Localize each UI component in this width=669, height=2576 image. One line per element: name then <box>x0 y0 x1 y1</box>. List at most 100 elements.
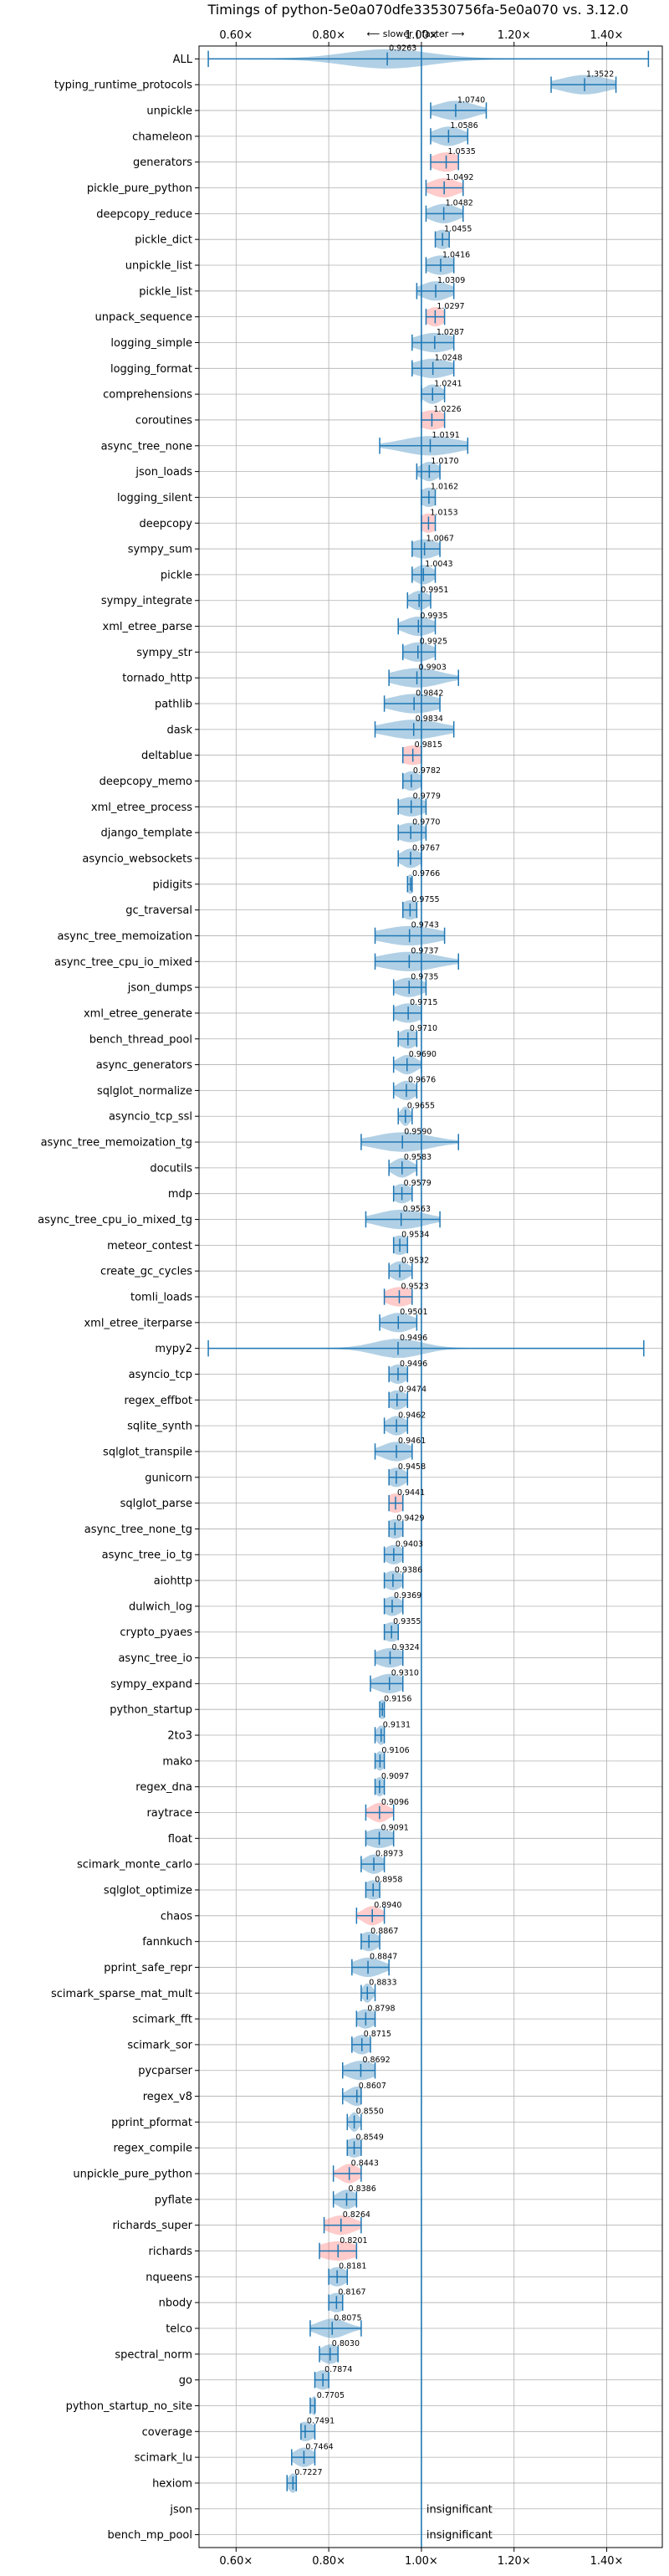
value-label: 1.0482 <box>446 199 473 208</box>
value-label: 0.9767 <box>412 843 440 853</box>
category-label: pickle_pure_python <box>87 182 192 195</box>
value-label: 0.9097 <box>381 1772 409 1781</box>
category-label: python_startup <box>110 1704 192 1717</box>
value-label: 0.9815 <box>415 740 442 750</box>
value-label: 0.8798 <box>367 2004 395 2013</box>
value-label: 0.8940 <box>374 1901 401 1910</box>
category-label: asyncio_websockets <box>82 853 192 865</box>
category-label: asyncio_tcp_ssl <box>109 1111 192 1124</box>
category-label: tornado_http <box>122 673 192 685</box>
category-label: sqlglot_optimize <box>104 1884 192 1897</box>
value-label: 0.8692 <box>362 2056 390 2065</box>
category-label: generators <box>133 156 192 169</box>
x-tick-label-top: 1.00× <box>405 29 438 42</box>
x-tick-label-bottom: 0.60× <box>219 2555 253 2568</box>
value-label: 0.8549 <box>356 2133 384 2143</box>
category-label: nqueens <box>146 2271 192 2284</box>
value-label: 0.8386 <box>349 2184 376 2194</box>
value-label: 0.9735 <box>411 972 438 981</box>
chart-title: Timings of python-5e0a070dfe33530756fa-5… <box>207 2 628 18</box>
chart-marks <box>207 46 650 2548</box>
category-label: regex_compile <box>113 2143 192 2155</box>
category-label: pidigits <box>153 878 193 891</box>
value-label: 0.8973 <box>375 1849 403 1858</box>
value-label: 0.8201 <box>340 2236 367 2246</box>
value-label: 0.9834 <box>416 714 443 724</box>
category-label: chaos <box>161 1910 192 1923</box>
value-label: 0.9532 <box>401 1256 429 1265</box>
category-label: create_gc_cycles <box>100 1266 192 1278</box>
category-label: sqlglot_parse <box>120 1498 192 1510</box>
category-label: scimark_monte_carlo <box>77 1859 192 1872</box>
category-label: unpickle_list <box>125 260 192 273</box>
category-label: richards <box>149 2246 193 2258</box>
category-label: gunicorn <box>145 1472 192 1484</box>
value-label: 0.9355 <box>393 1617 421 1626</box>
value-label: 0.9310 <box>391 1669 419 1678</box>
x-tick-label-top: 1.20× <box>498 29 531 42</box>
category-label: sympy_integrate <box>101 595 192 607</box>
category-label: logging_simple <box>110 337 192 350</box>
category-label: spectral_norm <box>115 2348 192 2361</box>
value-label: 0.9563 <box>403 1205 431 1214</box>
value-label: 0.9263 <box>389 44 416 54</box>
value-label: 0.9429 <box>396 1514 424 1524</box>
category-label: async_tree_cpu_io_mixed_tg <box>38 1214 192 1227</box>
category-label: asyncio_tcp <box>129 1369 192 1381</box>
category-label: bench_mp_pool <box>107 2529 192 2542</box>
value-label: 1.0535 <box>448 147 476 156</box>
value-label: 0.9842 <box>416 689 443 698</box>
category-label: scimark_sparse_mat_mult <box>51 1988 192 2000</box>
category-label: xml_etree_process <box>91 801 192 814</box>
value-label: 1.0191 <box>432 431 460 440</box>
category-label: typing_runtime_protocols <box>54 79 192 92</box>
value-label: 0.7705 <box>317 2391 345 2400</box>
category-label: telco <box>166 2322 192 2335</box>
x-tick-label-bottom: 1.00× <box>405 2555 438 2568</box>
value-label: 0.9766 <box>412 869 440 878</box>
grid-lines <box>195 42 662 2552</box>
category-label: async_tree_memoization <box>57 930 192 943</box>
category-label: scimark_fft <box>132 2014 192 2026</box>
value-label: 0.7227 <box>294 2468 322 2477</box>
value-label: 0.7874 <box>324 2365 352 2374</box>
value-label: 1.0241 <box>434 379 462 388</box>
category-label: scimark_sor <box>127 2039 192 2051</box>
value-label: 1.0740 <box>457 95 485 105</box>
value-label: 0.9091 <box>381 1824 409 1833</box>
value-label: 0.8030 <box>332 2339 360 2348</box>
value-label: 0.7491 <box>307 2417 334 2426</box>
value-label: 0.9324 <box>391 1643 419 1652</box>
value-label: 1.0416 <box>442 250 470 259</box>
value-label: 0.9782 <box>413 766 441 776</box>
value-label: 0.9386 <box>395 1565 422 1575</box>
value-label: 0.9496 <box>400 1360 427 1369</box>
category-label: logging_silent <box>117 492 192 504</box>
value-label: 0.9496 <box>400 1334 427 1343</box>
value-label: 1.0297 <box>437 302 464 311</box>
value-label: 0.9579 <box>404 1179 432 1188</box>
category-label: deltablue <box>141 750 192 762</box>
category-label: pickle_list <box>139 285 192 298</box>
category-label: async_tree_io <box>118 1652 192 1665</box>
value-label: 0.9903 <box>419 663 447 672</box>
category-label: json_dumps <box>127 982 192 995</box>
value-label: 0.9779 <box>413 792 441 801</box>
category-label: async_generators <box>96 1059 193 1072</box>
category-label: sympy_expand <box>110 1678 192 1691</box>
category-label: pyflate <box>155 2194 192 2206</box>
value-label: 0.9534 <box>401 1231 429 1240</box>
value-label: 0.9951 <box>421 586 448 595</box>
category-label: raytrace <box>146 1807 192 1820</box>
category-label: regex_v8 <box>143 2091 192 2103</box>
category-label: json_loads <box>135 466 192 479</box>
category-label: deepcopy <box>139 518 192 530</box>
value-label: 1.0586 <box>450 121 477 131</box>
category-label: regex_effbot <box>124 1395 192 1407</box>
category-label: gc_traversal <box>125 904 192 917</box>
category-label: mdp <box>168 1188 192 1201</box>
value-label: 0.9369 <box>394 1591 421 1600</box>
category-label: python_startup_no_site <box>66 2400 192 2413</box>
category-label: mypy2 <box>155 1343 192 1355</box>
